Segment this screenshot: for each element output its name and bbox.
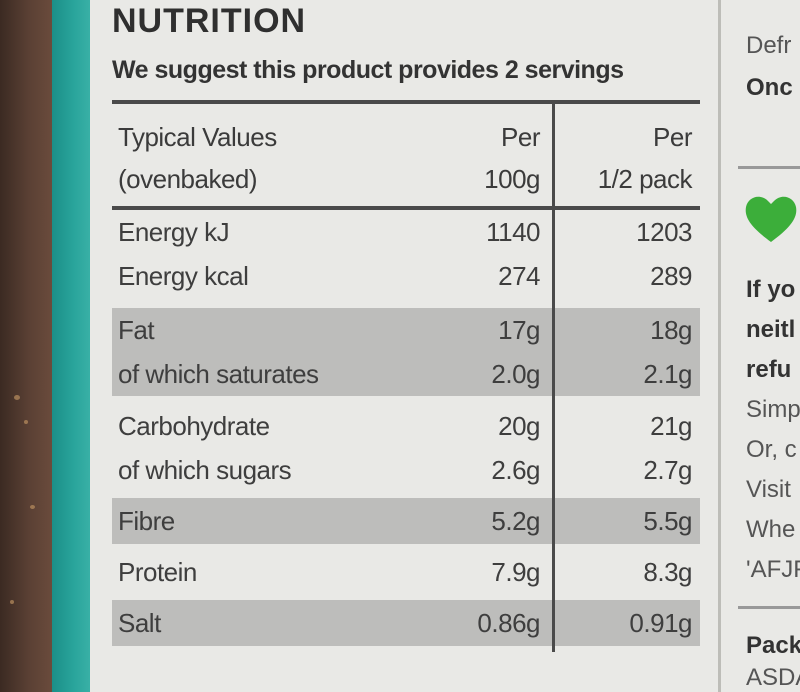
table-header-rule	[112, 206, 700, 210]
table-row: Carbohydrate 20g 21g	[118, 411, 693, 441]
sidebar-text: Simp	[746, 396, 800, 423]
table-top-rule	[112, 100, 700, 104]
sidebar-text: Visit	[746, 476, 791, 503]
nutrition-panel: NUTRITION We suggest this product provid…	[90, 0, 800, 692]
nutrition-title: NUTRITION	[112, 2, 307, 40]
servings-note: We suggest this product provides 2 servi…	[112, 56, 624, 84]
salt-band	[112, 600, 700, 646]
sidebar-text: 'AFJF	[746, 556, 800, 583]
sidebar-text: refu	[746, 356, 792, 383]
table-row: Energy kcal 274 289	[118, 261, 693, 291]
sidebar-text: Or, c	[746, 436, 797, 463]
sidebar-text: neitl	[746, 316, 796, 343]
fibre-band	[112, 498, 700, 544]
header-per-half-pack: Per 1/2 pack	[597, 122, 693, 194]
sidebar-text: Defr	[746, 32, 792, 59]
sidebar-text: Whe	[746, 516, 796, 543]
table-row: Energy kJ 1140 1203	[118, 217, 693, 247]
table-row: Salt 0.86g 0.91g	[118, 608, 693, 638]
header-per-100g: Per 100g	[484, 122, 540, 194]
green-heart-icon	[745, 196, 797, 242]
table-row: Protein 7.9g 8.3g	[118, 557, 693, 587]
table-row: Fat 17g 18g	[118, 315, 693, 345]
sidebar-rule-line	[738, 166, 800, 169]
sidebar-rule-line	[738, 606, 800, 609]
table-row: of which sugars 2.6g 2.7g	[118, 455, 693, 485]
sidebar-text: Onc	[746, 74, 793, 101]
table-row: Fibre 5.2g 5.5g	[118, 506, 693, 536]
sidebar-divider	[718, 0, 721, 692]
column-divider	[552, 104, 555, 652]
sidebar-text: ASDA	[746, 664, 800, 691]
brown-package-edge	[0, 0, 52, 692]
header-typical-values: Typical Values (ovenbaked)	[118, 122, 277, 194]
fat-band	[112, 308, 700, 396]
teal-package-edge	[52, 0, 90, 692]
sidebar-text: If yo	[746, 276, 796, 303]
sidebar-text: Pack	[746, 632, 800, 659]
table-row: of which saturates 2.0g 2.1g	[118, 359, 693, 389]
